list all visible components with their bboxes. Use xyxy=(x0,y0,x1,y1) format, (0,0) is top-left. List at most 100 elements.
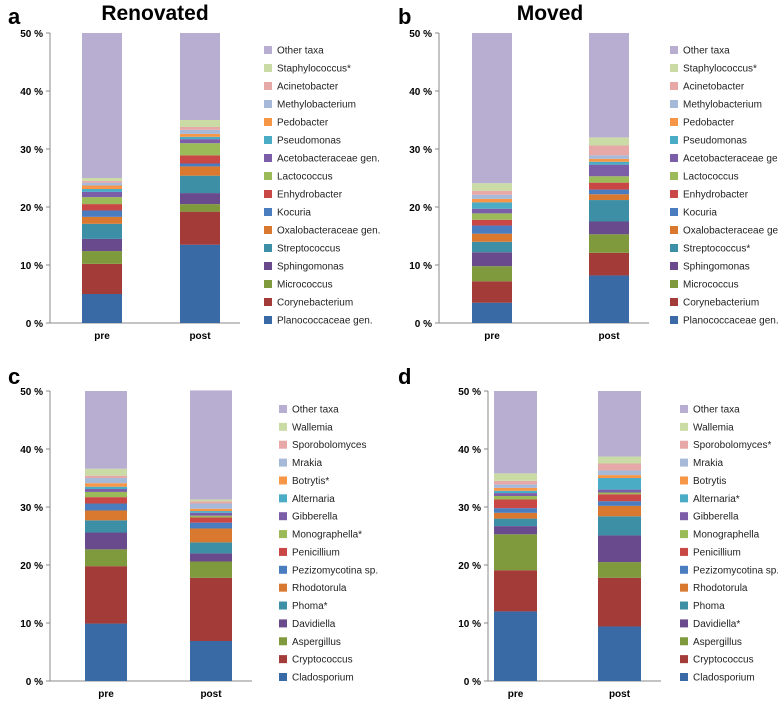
x-category-label: post xyxy=(609,689,631,700)
bar-segment-monographella-pre xyxy=(494,495,537,500)
legend-item-cladosporium: Cladosporium xyxy=(680,673,755,684)
y-tick-label: 50 % xyxy=(20,29,43,40)
bar-segment-rhodotorula-pre xyxy=(494,512,537,519)
bar-segment-oxalobacteraceae-gen-post xyxy=(180,166,220,176)
y-tick-label: 30 % xyxy=(409,145,432,156)
bar-segment-other-taxa-pre xyxy=(85,391,127,469)
legend-label: Acinetobacter xyxy=(683,82,745,93)
y-tick-label: 20 % xyxy=(20,203,43,214)
bar-segment-planococcaceae-gen-post xyxy=(180,244,220,323)
legend-item-pedobacter: Pedobacter xyxy=(670,118,735,129)
bar-segment-penicillium-post xyxy=(190,517,232,523)
legend-swatch xyxy=(680,405,688,413)
legend-label: Micrococcus xyxy=(683,280,739,291)
legend-swatch xyxy=(279,530,287,539)
bar-segment-enhydrobacter-pre xyxy=(472,219,512,226)
bar-segment-gibberella-pre xyxy=(494,493,537,496)
chart-title: Renovated xyxy=(101,2,208,25)
bar-segment-phoma-pre xyxy=(85,520,127,533)
y-tick-label: 10 % xyxy=(20,619,43,630)
legend-swatch xyxy=(670,154,678,162)
y-tick-label: 0 % xyxy=(26,319,43,330)
legend-item-cryptococcus: Cryptococcus xyxy=(680,655,754,666)
legend-swatch xyxy=(264,280,272,288)
legend-label: Methylobacterium xyxy=(683,100,762,111)
legend-swatch xyxy=(680,422,688,431)
bar-segment-methylobacterium-post xyxy=(180,129,220,134)
bar-segment-sphingomonas-post xyxy=(180,193,220,205)
y-tick-label: 40 % xyxy=(20,445,43,456)
bar-segment-pezizomycotina-sp-post xyxy=(190,522,232,529)
bar-segment-monographella-post xyxy=(190,515,232,518)
legend-label: Planococcaceae gen.* xyxy=(683,316,778,327)
legend-label: Pezizomycotina sp. xyxy=(693,565,778,576)
legend-item-planococcaceae-gen: Planococcaceae gen. xyxy=(264,316,373,327)
legend-item-sporobolomyces: Sporobolomyces* xyxy=(680,440,771,451)
bar-segment-cryptococcus-pre xyxy=(494,570,537,612)
y-tick-label: 0 % xyxy=(415,319,432,330)
legend-label: Lactococcus xyxy=(277,172,333,183)
legend-swatch xyxy=(279,422,287,431)
y-tick-label: 20 % xyxy=(409,203,432,214)
legend-swatch xyxy=(680,655,688,664)
bar-segment-penicillium-pre xyxy=(85,497,127,504)
legend-label: Pezizomycotina sp. xyxy=(292,565,378,576)
bar-segment-alternaria-pre xyxy=(85,486,127,490)
legend-item-oxalobacteraceae-gen: Oxalobacteraceae gen. xyxy=(670,226,778,237)
bar-segment-alternaria-post xyxy=(598,478,641,490)
bar-segment-cryptococcus-post xyxy=(190,577,232,641)
bar-segment-wallemia-post xyxy=(598,456,641,464)
legend-item-mrakia: Mrakia xyxy=(680,458,723,469)
legend-label: Kocuria xyxy=(277,208,311,219)
bar-segment-aspergillus-pre xyxy=(494,534,537,571)
legend-item-mrakia: Mrakia xyxy=(279,458,322,469)
bar-segment-sphingomonas-pre xyxy=(472,252,512,267)
bar-segment-rhodotorula-pre xyxy=(85,510,127,521)
bar-segment-micrococcus-post xyxy=(589,234,629,253)
bar-segment-micrococcus-post xyxy=(180,204,220,212)
legend-item-lactococcus: Lactococcus xyxy=(670,172,739,183)
bar-segment-sphingomonas-post xyxy=(589,221,629,235)
bar-segment-penicillium-pre xyxy=(494,499,537,509)
bar-segment-enhydrobacter-post xyxy=(589,182,629,190)
legend-swatch xyxy=(670,208,678,216)
legend-label: Enhydrobacter xyxy=(683,190,749,201)
bar-segment-cladosporium-post xyxy=(598,626,641,681)
legend-item-davidiella: Davidiella xyxy=(279,619,336,630)
legend-label: Monographella* xyxy=(292,530,362,541)
legend-swatch xyxy=(680,547,688,556)
legend-label: Streptococcus* xyxy=(683,244,750,255)
legend-swatch xyxy=(279,583,287,592)
legend-item-phoma: Phoma* xyxy=(279,601,328,612)
bar-segment-davidiella-pre xyxy=(85,532,127,550)
legend-swatch xyxy=(264,82,272,90)
bar-segment-other-taxa-post xyxy=(598,391,641,457)
legend-label: Wallemia xyxy=(292,422,333,433)
legend-swatch xyxy=(670,64,678,72)
legend-item-planococcaceae-gen: Planococcaceae gen.* xyxy=(670,316,778,327)
legend-swatch xyxy=(680,619,688,628)
bar-segment-pedobacter-post xyxy=(589,158,629,162)
legend-item-oxalobacteraceae-gen: Oxalobacteraceae gen. xyxy=(264,226,380,237)
y-tick-label: 50 % xyxy=(458,387,481,398)
legend-label: Mrakia xyxy=(292,458,322,469)
chart-panel-a: a Renovated 0 % 10 % 20 % 30 % 40 % 50 % pre post… xyxy=(8,2,380,342)
legend-swatch xyxy=(279,655,287,664)
chart-title: Moved xyxy=(517,2,584,25)
legend-item-pedobacter: Pedobacter xyxy=(264,118,329,129)
legend-label: Rhodotorula xyxy=(693,583,748,594)
legend-swatch xyxy=(680,583,688,592)
legend-item-penicillium: Penicillium xyxy=(279,547,340,558)
y-tick-label: 20 % xyxy=(458,561,481,572)
legend-item-sporobolomyces: Sporobolomyces xyxy=(279,440,366,451)
legend-swatch xyxy=(264,298,272,306)
legend-item-kocuria: Kocuria xyxy=(670,208,717,219)
legend-swatch xyxy=(670,172,678,180)
bar-segment-acinetobacter-pre xyxy=(82,180,122,183)
bar-segment-methylobacterium-pre xyxy=(82,182,122,186)
bar-segment-pezizomycotina-sp-pre xyxy=(85,503,127,511)
legend-label: Mrakia xyxy=(693,458,723,469)
x-category-label: pre xyxy=(508,689,524,700)
y-tick-label: 30 % xyxy=(20,503,43,514)
legend-item-other-taxa: Other taxa xyxy=(264,46,324,57)
